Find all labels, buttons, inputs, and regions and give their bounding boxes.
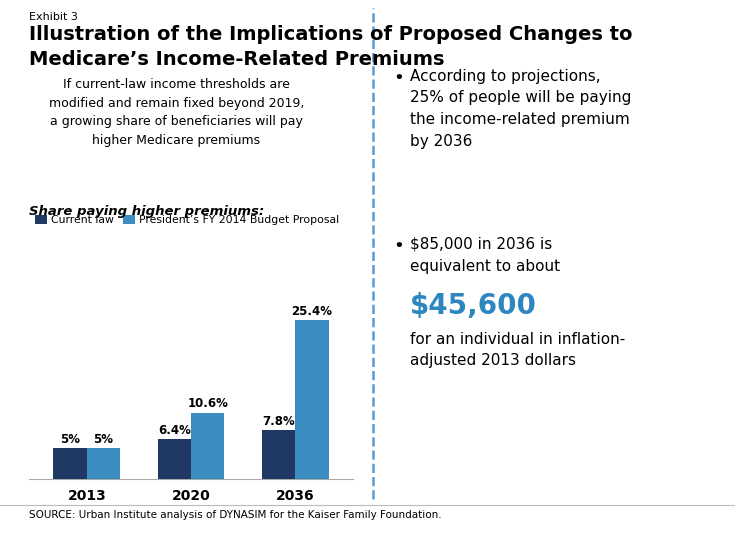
Text: THE HENRY J.: THE HENRY J. <box>648 508 686 513</box>
Bar <box>262 430 295 479</box>
Text: FOUNDATION: FOUNDATION <box>645 542 689 548</box>
Text: 5%: 5% <box>93 433 113 446</box>
Bar <box>158 439 191 479</box>
Text: 25.4%: 25.4% <box>292 305 333 317</box>
Text: $85,000 in 2036 is
equivalent to about: $85,000 in 2036 is equivalent to about <box>410 237 560 273</box>
Bar <box>191 413 224 479</box>
Text: Share paying higher premiums:: Share paying higher premiums: <box>29 205 265 218</box>
Legend: Current law, President’s FY 2014 Budget Proposal: Current law, President’s FY 2014 Budget … <box>35 215 339 225</box>
Text: KAISER: KAISER <box>643 518 691 532</box>
Text: 10.6%: 10.6% <box>187 397 229 410</box>
Text: If current-law income thresholds are
modified and remain fixed beyond 2019,
a gr: If current-law income thresholds are mod… <box>49 78 304 147</box>
Text: FAMILY: FAMILY <box>644 530 690 543</box>
Text: 5%: 5% <box>60 433 80 446</box>
Text: 6.4%: 6.4% <box>158 424 191 437</box>
Text: Exhibit 3: Exhibit 3 <box>29 12 78 22</box>
Bar <box>54 448 87 479</box>
Text: •: • <box>393 237 404 255</box>
Text: Medicare’s Income-Related Premiums: Medicare’s Income-Related Premiums <box>29 50 445 68</box>
Bar <box>295 320 329 479</box>
Text: SOURCE: Urban Institute analysis of DYNASIM for the Kaiser Family Foundation.: SOURCE: Urban Institute analysis of DYNA… <box>29 510 442 520</box>
Text: •: • <box>393 69 404 87</box>
Text: Illustration of the Implications of Proposed Changes to: Illustration of the Implications of Prop… <box>29 25 633 44</box>
Text: 7.8%: 7.8% <box>262 415 295 428</box>
Text: According to projections,
25% of people will be paying
the income-related premiu: According to projections, 25% of people … <box>410 69 631 149</box>
Bar <box>87 448 120 479</box>
Text: $45,600: $45,600 <box>410 292 537 320</box>
Text: for an individual in inflation-
adjusted 2013 dollars: for an individual in inflation- adjusted… <box>410 332 625 368</box>
